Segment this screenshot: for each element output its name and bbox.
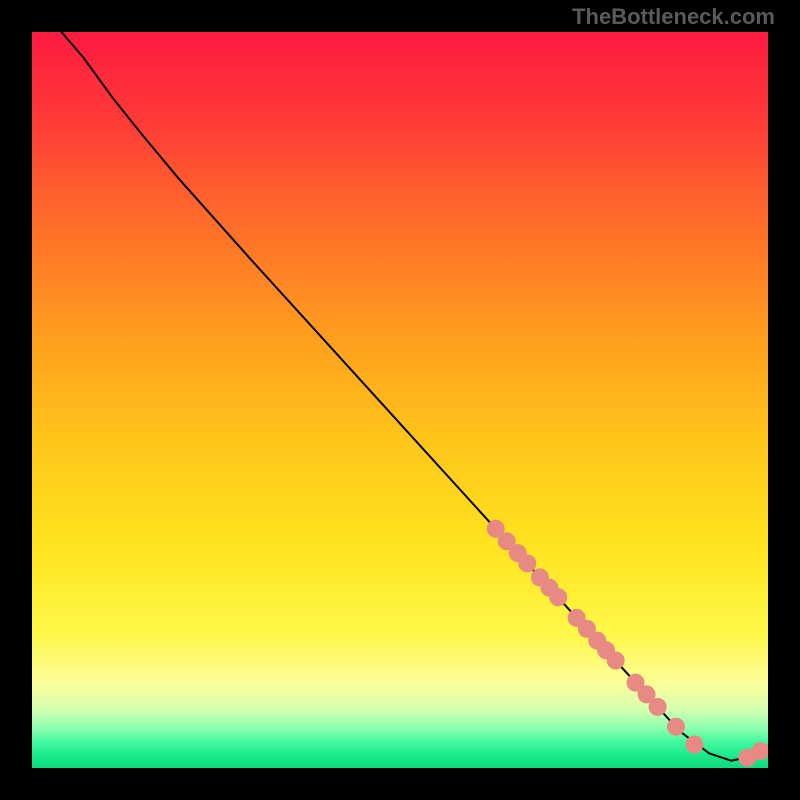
marker-dot (649, 698, 666, 715)
marker-dot (607, 652, 624, 669)
marker-dot (519, 555, 536, 572)
stage: TheBottleneck.com (0, 0, 800, 800)
gradient-background (32, 32, 768, 768)
marker-dot (752, 743, 768, 760)
marker-dot (686, 736, 703, 753)
watermark-label: TheBottleneck.com (572, 4, 775, 30)
marker-dot (668, 718, 685, 735)
plot-svg (32, 32, 768, 768)
marker-dot (550, 589, 567, 606)
plot-area (32, 32, 768, 768)
